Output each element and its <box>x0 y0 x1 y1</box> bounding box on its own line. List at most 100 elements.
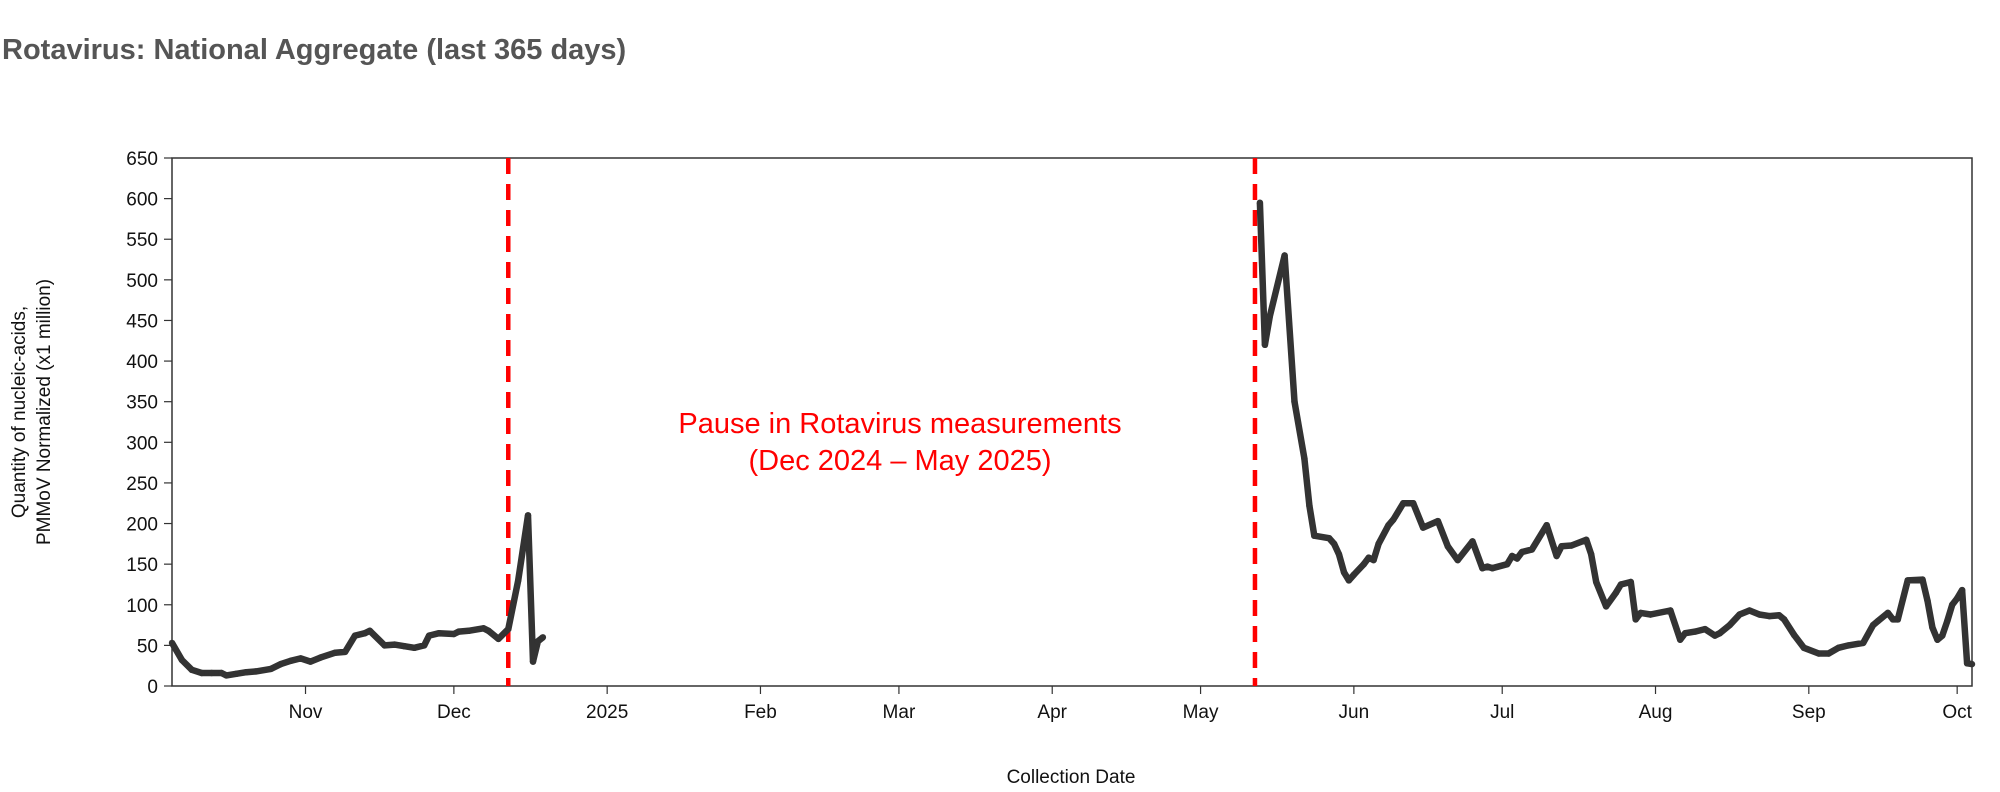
data-point <box>485 627 492 634</box>
data-point <box>1301 455 1308 462</box>
data-point <box>1963 660 1971 667</box>
data-point <box>1365 554 1372 561</box>
data-point <box>1375 540 1382 547</box>
data-point <box>1311 532 1318 539</box>
data-point <box>1479 565 1486 572</box>
data-point <box>505 625 512 633</box>
data-point <box>1894 616 1902 623</box>
data-point <box>1281 252 1288 259</box>
data-point <box>529 658 537 665</box>
data-point <box>1513 555 1521 562</box>
data-point <box>1949 601 1956 608</box>
data-point <box>1583 536 1590 543</box>
data-point <box>455 628 462 635</box>
data-point <box>1667 607 1674 614</box>
data-point <box>1884 609 1892 617</box>
data-point <box>1825 650 1832 657</box>
y-tick-label: 0 <box>147 677 158 698</box>
data-point <box>1504 561 1511 568</box>
chart-title: Rotavirus: National Aggregate (last 365 … <box>2 34 627 66</box>
data-point <box>1889 616 1897 623</box>
data-point <box>1325 535 1333 542</box>
data-point <box>297 655 304 662</box>
data-point <box>1647 611 1654 618</box>
x-tick-label: Oct <box>1942 702 1972 723</box>
data-point <box>435 630 443 637</box>
data-point <box>1434 517 1442 525</box>
data-point <box>307 658 314 665</box>
series-line <box>169 512 545 679</box>
data-point <box>252 668 260 675</box>
data-point <box>1588 551 1595 558</box>
data-point <box>1904 577 1911 584</box>
y-tick-label: 200 <box>126 515 158 536</box>
data-point <box>1800 644 1808 651</box>
data-point <box>1340 569 1348 576</box>
data-point <box>381 642 388 649</box>
data-point <box>1553 552 1560 560</box>
data-points <box>168 199 1976 679</box>
data-point <box>208 669 215 677</box>
data-point <box>411 644 418 651</box>
data-point <box>1682 630 1689 637</box>
data-point <box>1350 571 1358 578</box>
data-point <box>1419 524 1427 531</box>
data-point <box>218 669 225 677</box>
data-point <box>168 639 176 647</box>
x-tick-label: Jun <box>1339 702 1370 723</box>
data-point <box>1256 199 1264 206</box>
data-point <box>1508 552 1516 560</box>
data-point <box>1632 616 1639 623</box>
data-point <box>1410 500 1417 507</box>
data-point <box>178 656 186 664</box>
data-point <box>495 635 502 643</box>
y-tick-label: 650 <box>126 149 158 170</box>
y-tick-label: 300 <box>126 433 158 454</box>
data-point <box>1736 611 1743 618</box>
data-point <box>1261 341 1269 348</box>
data-point <box>515 577 522 584</box>
data-point <box>1766 612 1773 620</box>
x-tick-label: Mar <box>883 702 916 723</box>
y-tick-label: 250 <box>126 474 158 495</box>
data-point <box>1756 611 1763 618</box>
data-point <box>1701 625 1709 633</box>
data-point <box>1370 556 1377 564</box>
data-point <box>1677 636 1684 643</box>
data-point <box>1716 630 1724 637</box>
data-point <box>1815 650 1822 657</box>
data-point <box>1627 578 1635 586</box>
data-point <box>450 630 458 638</box>
data-point <box>1444 543 1452 550</box>
plot-area-frame <box>171 157 1973 687</box>
data-point <box>317 654 324 661</box>
data-point <box>1929 624 1936 631</box>
data-point <box>1924 597 1931 604</box>
data-point <box>1612 589 1620 596</box>
data-point <box>188 666 195 673</box>
data-point <box>223 672 230 679</box>
data-point <box>1968 660 1976 668</box>
data-point <box>391 641 398 648</box>
data-point <box>1593 578 1600 586</box>
data-point <box>1266 313 1274 320</box>
data-point <box>233 670 240 677</box>
data-point <box>243 669 250 676</box>
y-tick-label: 500 <box>126 271 158 292</box>
data-point <box>1711 632 1719 639</box>
x-tick-label: Sep <box>1792 702 1826 723</box>
data-point <box>267 665 275 673</box>
data-point <box>1400 500 1407 507</box>
data-point <box>1944 617 1951 625</box>
data-point <box>1291 398 1298 405</box>
data-point <box>366 627 373 634</box>
pause-annotation-line-2: (Dec 2024 – May 2025) <box>748 445 1051 477</box>
y-tick-label: 350 <box>126 393 158 414</box>
data-point <box>1919 576 1926 583</box>
data-point <box>1775 612 1783 619</box>
data-point <box>1330 540 1338 547</box>
x-tick-label: Feb <box>744 702 777 723</box>
data-point <box>1726 621 1733 629</box>
data-point <box>1637 609 1644 617</box>
y-axis-label-line-1: Quantity of nucleic-acids, <box>9 306 30 518</box>
